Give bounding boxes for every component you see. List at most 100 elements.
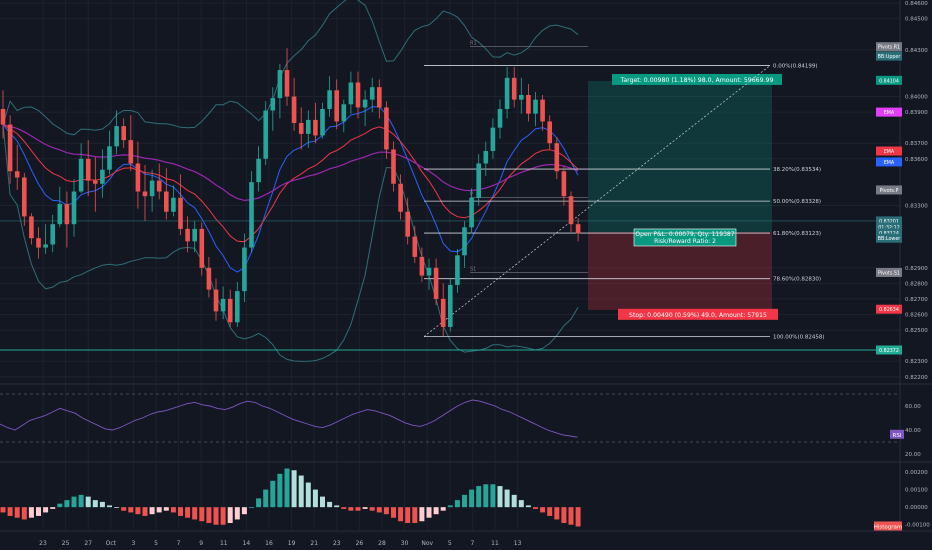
price-tag-label: BB:Lower	[878, 236, 901, 242]
rsi-line	[0, 399, 578, 438]
candle-body	[156, 180, 162, 192]
candle-body	[277, 70, 283, 99]
histogram-bar	[185, 507, 191, 518]
pivot-label: S1	[470, 266, 476, 272]
histogram-bar	[547, 507, 553, 516]
candle-body	[249, 182, 254, 248]
candle-body	[391, 149, 396, 184]
candle-body	[0, 108, 6, 125]
time-tick-label: 13	[514, 540, 522, 547]
time-tick-label: 27	[84, 540, 92, 547]
time-tick-label: 11	[491, 540, 499, 547]
hist-tick-label: 0.00100	[905, 488, 928, 494]
price-tick-label: 0.82500	[905, 328, 928, 334]
candle-body	[164, 191, 169, 212]
candle-body	[284, 70, 290, 97]
histogram-bar	[99, 501, 105, 508]
histogram-bar	[156, 507, 162, 513]
fibonacci-retracement[interactable]: 0.00%(0.84199) 38.20%(0.83534) 50.00%(0.83…	[0, 41, 900, 351]
bollinger-lower	[2, 124, 579, 362]
price-tag-box	[876, 157, 902, 167]
time-tick-label: 28	[378, 540, 386, 547]
histogram-bar	[554, 507, 560, 520]
candle-body	[369, 87, 375, 100]
candle-body	[178, 197, 183, 229]
price-tag-label: EMA	[884, 160, 895, 166]
candle-body	[497, 108, 503, 128]
histogram-bar	[291, 470, 297, 508]
candle-body	[291, 96, 297, 123]
fib-level-label: 38.20%(0.83534)	[773, 167, 821, 173]
time-tick-label: 11	[220, 540, 228, 547]
histogram-bar	[320, 496, 325, 508]
price-tag-box	[876, 233, 902, 243]
target-label-box	[612, 73, 782, 85]
histogram-bar	[412, 507, 418, 523]
histogram-bar	[57, 503, 63, 508]
histogram-bar	[7, 507, 13, 516]
candle-body	[142, 191, 148, 197]
time-tick-label: 14	[243, 540, 251, 547]
candle-body	[256, 158, 261, 183]
candle-body	[561, 171, 567, 197]
candle-body	[85, 158, 91, 181]
time-tick-label: 26	[356, 540, 364, 547]
candle-body	[114, 126, 119, 147]
candle-body	[199, 228, 205, 268]
candle-body	[171, 197, 176, 212]
pnl-label: Open P&L: 0.00079, Qty: 119387	[635, 231, 734, 238]
histogram-bar	[121, 507, 127, 511]
candle-body	[93, 180, 98, 184]
histogram-bar	[305, 482, 311, 508]
price-tag-label: EMA	[884, 149, 895, 155]
histogram-bar	[504, 489, 510, 508]
candle-body	[384, 107, 389, 150]
candle-body	[128, 140, 134, 164]
candle-body	[377, 87, 382, 108]
histogram-bar	[419, 507, 425, 522]
price-tag-label: 01:32:12	[878, 225, 900, 231]
time-tick-label: 19	[288, 540, 296, 547]
histogram-bar	[85, 496, 91, 508]
candle-body	[547, 121, 552, 144]
time-tick-label: 3	[131, 540, 135, 547]
histogram-bar	[50, 507, 56, 509]
candle-body	[313, 119, 318, 136]
price-tick-label: 0.84300	[905, 48, 928, 54]
fib-level-label: 100.00%(0.82458)	[773, 335, 825, 341]
histogram-bar	[128, 507, 134, 513]
price-tag-box	[876, 107, 902, 117]
price-tag-box	[876, 345, 902, 355]
price-tick-label: 0.82700	[905, 297, 928, 303]
stop-label-box	[618, 308, 778, 320]
histogram-bar	[78, 494, 84, 508]
time-tick-label: 16	[265, 540, 273, 547]
candle-body	[440, 298, 446, 327]
candle-body	[57, 203, 63, 225]
candle-body	[306, 119, 311, 134]
axes: 0.84600 0.84500 0.84300 0.84000 0.83900 0.837…	[39, 1, 928, 547]
rr-label: Risk/Reward Ratio: 2	[654, 238, 716, 245]
candle-body	[568, 196, 574, 225]
candle-body	[78, 158, 84, 192]
histogram-bar	[497, 486, 503, 508]
histogram-bar	[263, 489, 269, 508]
histogram-bar	[220, 507, 226, 525]
candle-body	[412, 236, 418, 257]
price-tag-label: 0.82634	[879, 307, 899, 313]
long-position-tool[interactable]: Target: 0.00980 (1.18%) 98.0, Amount: 59…	[588, 73, 782, 320]
histogram-bar	[249, 507, 254, 508]
histogram-bar	[362, 507, 368, 509]
histogram-bar	[256, 498, 262, 508]
time-tick-label: 30	[401, 540, 409, 547]
histogram-bar	[483, 484, 489, 508]
candle-body	[298, 122, 304, 134]
price-tag-label: EMA	[884, 110, 895, 116]
candle-body	[29, 216, 34, 239]
histogram-bar	[369, 507, 375, 511]
histogram-bar	[170, 507, 176, 513]
histogram-bar	[355, 507, 361, 511]
time-tick-label: 25	[62, 540, 70, 547]
histogram-bar	[568, 507, 574, 525]
